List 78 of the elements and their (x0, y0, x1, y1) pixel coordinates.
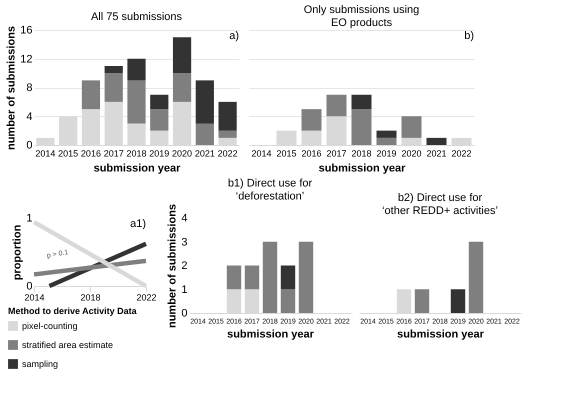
bar (280, 266, 296, 290)
bar (262, 242, 278, 313)
bar (82, 80, 100, 110)
y-axis-title: number of submissions (5, 26, 18, 150)
bar (127, 58, 146, 80)
x-tick-label: 2015 (276, 148, 297, 158)
x-tick-label: 2019 (149, 148, 170, 158)
bar (402, 116, 422, 138)
y-tick-label: 1 (26, 212, 32, 224)
y-tick-label: 0 (26, 140, 32, 152)
x-axis-title: submission year (318, 162, 406, 174)
x-tick-label: 2018 (351, 148, 372, 158)
bar (226, 266, 242, 290)
y-tick-label: 1 (181, 284, 188, 296)
chart-title: b2) Direct use for ‘other REDD+ activities’ (382, 192, 498, 217)
bar (298, 242, 314, 313)
y-tick-label: 0 (26, 280, 32, 292)
x-tick-label: 2022 (218, 148, 238, 158)
bar (127, 80, 146, 124)
bar (218, 102, 237, 131)
legend-label: pixel-counting (22, 321, 78, 331)
bar (426, 138, 446, 145)
x-tick-label: 2014 (251, 148, 272, 158)
y-tick-label: 12 (20, 53, 32, 66)
bar (218, 130, 237, 138)
annotation: b) (464, 30, 474, 42)
bar (244, 266, 260, 290)
x-tick-label: 2021 (194, 148, 215, 158)
y-axis-title: number of submissions (166, 204, 178, 328)
x-tick-label: 2014 (35, 148, 56, 158)
bar (376, 138, 396, 145)
bar (172, 37, 192, 74)
annotation: a) (229, 30, 239, 42)
x-tick-label: 2018 (126, 148, 147, 158)
legend-label: sampling (22, 359, 58, 369)
y-tick-label: 8 (26, 82, 32, 94)
legend-label: stratified area estimate (22, 340, 114, 350)
x-axis-title: submission year (227, 328, 315, 340)
bar (150, 94, 168, 110)
chart-title: b1) Direct use for ‘deforestation’ (228, 177, 313, 202)
x-tick-label: 2021 (426, 148, 447, 158)
chart-title: All 75 submissions (90, 11, 183, 23)
y-tick-label: 2 (181, 260, 188, 272)
bar (352, 109, 372, 145)
y-tick-label: 16 (20, 24, 32, 36)
bar (150, 109, 168, 131)
bar (104, 66, 123, 74)
bar (104, 73, 123, 102)
bar (196, 123, 214, 145)
x-tick-label: 2022 (451, 148, 472, 158)
x-tick-label: 2019 (376, 148, 397, 158)
chart-title: Only submissions using EO products (304, 4, 420, 29)
bar (302, 109, 322, 131)
x-tick-label: 2018 (80, 292, 101, 302)
bar (196, 80, 214, 124)
y-tick-label: 4 (26, 110, 32, 123)
x-tick-label: 2020 (172, 148, 192, 158)
bar (352, 94, 372, 110)
y-tick-label: 3 (181, 236, 188, 248)
x-tick-label: 2016 (301, 148, 322, 158)
x-tick-label: 2014 (24, 292, 45, 302)
y-tick-label: 4 (181, 212, 188, 224)
x-tick-label: 2022 (136, 292, 157, 302)
x-axis-title: submission year (94, 162, 182, 174)
annotation: a1) (130, 218, 146, 230)
bar (280, 289, 296, 313)
x-tick-label: 2016 (80, 148, 101, 158)
bar (172, 73, 192, 102)
y-axis-title: proportion (11, 224, 24, 280)
x-axis-title: submission year (397, 328, 485, 340)
x-tick-label: 2017 (326, 148, 347, 158)
x-tick-label: 2017 (104, 148, 124, 158)
legend-title: Method to derive Activity Data (8, 306, 138, 316)
y-tick-label: 0 (181, 308, 188, 320)
bar (326, 94, 346, 116)
x-tick-label: 2020 (401, 148, 422, 158)
x-tick-label: 2015 (58, 148, 78, 158)
bar (376, 130, 396, 138)
